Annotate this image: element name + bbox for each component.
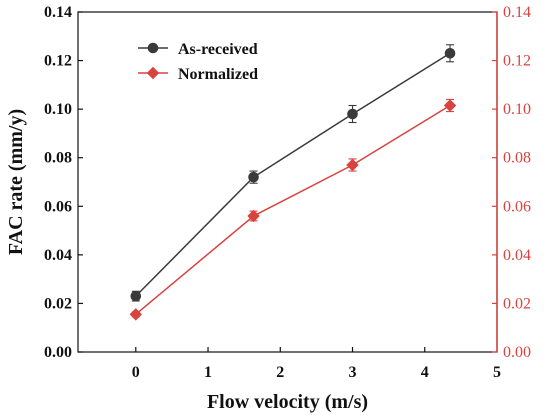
y-axis-label: FAC rate (mm/y) bbox=[5, 109, 27, 255]
left-y-tick-label: 0.00 bbox=[44, 344, 72, 361]
x-ticks: 0 1 2 3 4 5 bbox=[132, 347, 501, 381]
right-y-tick-label: 0.10 bbox=[503, 101, 531, 118]
right-y-tick-label: 0.00 bbox=[503, 344, 531, 361]
right-y-tick-label: 0.08 bbox=[503, 150, 531, 167]
left-y-tick-label: 0.04 bbox=[44, 247, 72, 264]
right-y-tick-label: 0.02 bbox=[503, 295, 531, 312]
data-point-normalized bbox=[443, 99, 457, 112]
right-y-tick-label: 0.06 bbox=[503, 198, 531, 215]
right-y-tick-label: 0.14 bbox=[503, 4, 531, 21]
legend-marker-as-received bbox=[147, 42, 159, 54]
right-y-tick-label: 0.12 bbox=[503, 53, 531, 70]
x-tick-label: 2 bbox=[276, 364, 284, 381]
left-y-tick-label: 0.14 bbox=[44, 4, 72, 21]
data-point-as-received bbox=[248, 171, 259, 183]
x-tick-label: 3 bbox=[349, 364, 357, 381]
legend-marker-normalized bbox=[146, 66, 160, 80]
data-point-normalized bbox=[346, 158, 359, 172]
left-y-tick-label: 0.08 bbox=[44, 150, 72, 167]
x-tick-label: 4 bbox=[421, 364, 429, 381]
data-point-as-received bbox=[347, 108, 358, 120]
series-line-as-received bbox=[135, 52, 451, 297]
x-tick-label: 1 bbox=[204, 364, 212, 381]
data-point-normalized bbox=[129, 308, 143, 321]
legend: As-received Normalized bbox=[138, 41, 258, 83]
left-y-tick-label: 0.12 bbox=[44, 53, 72, 70]
left-y-tick-label: 0.02 bbox=[44, 295, 72, 312]
right-y-ticks: 0.00 0.02 0.04 0.06 0.08 0.10 0.12 0.14 bbox=[492, 4, 531, 361]
x-tick-label: 5 bbox=[493, 364, 501, 381]
legend-label-normalized: Normalized bbox=[178, 66, 258, 83]
left-y-ticks: 0.00 0.02 0.04 0.06 0.08 0.10 0.12 0.14 bbox=[44, 4, 83, 361]
data-point-as-received bbox=[130, 290, 142, 302]
left-y-tick-label: 0.06 bbox=[44, 198, 72, 215]
x-tick-label: 0 bbox=[132, 364, 140, 381]
series-layer bbox=[129, 44, 457, 321]
data-point-as-received bbox=[444, 47, 456, 59]
legend-label-as-received: As-received bbox=[178, 41, 258, 58]
x-axis-label: Flow velocity (m/s) bbox=[207, 391, 368, 413]
right-y-tick-label: 0.04 bbox=[503, 247, 531, 264]
series-line-normalized bbox=[135, 104, 451, 315]
left-y-tick-label: 0.10 bbox=[44, 101, 72, 118]
data-point-normalized bbox=[247, 209, 260, 223]
